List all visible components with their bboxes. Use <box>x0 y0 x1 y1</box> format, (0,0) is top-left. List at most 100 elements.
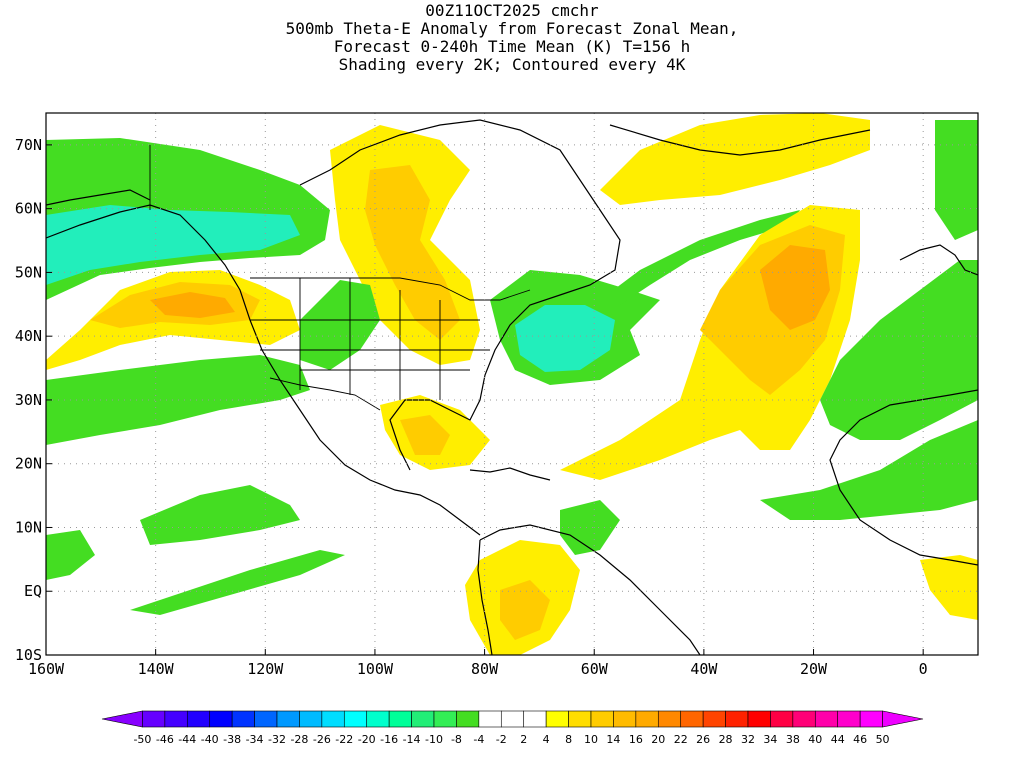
colorbar-label-10: -20 <box>358 733 376 746</box>
colorbar-swatch-28 <box>747 710 771 728</box>
coast-greenland <box>609 124 871 156</box>
colorbar-label-29: 38 <box>786 733 800 746</box>
colorbar-label-33: 50 <box>876 733 890 746</box>
colorbar-label-6: -32 <box>268 733 286 746</box>
colorbar-label-25: 26 <box>696 733 710 746</box>
title-line-2: 500mb Theta-E Anomaly from Forecast Zona… <box>285 19 739 38</box>
colorbar-swatch-21 <box>590 710 614 728</box>
coast-europe <box>899 244 978 276</box>
colorbar-swatch-18 <box>523 710 547 728</box>
colorbar-label-3: -40 <box>201 733 219 746</box>
colorbar-swatch-34 <box>882 710 924 728</box>
shade-west-coast-orange <box>150 292 235 318</box>
colorbar-label-26: 28 <box>719 733 733 746</box>
colorbar-swatch-19 <box>545 710 569 728</box>
colorbar-swatch-13 <box>411 710 435 728</box>
colorbar-swatch-29 <box>770 710 794 728</box>
colorbar-swatch-22 <box>613 710 637 728</box>
colorbar-swatch-1 <box>142 710 166 728</box>
colorbar-label-23: 20 <box>651 733 665 746</box>
colorbar-label-15: -4 <box>473 733 484 746</box>
lon-label-4: 80W <box>471 660 499 678</box>
shade-europe-green <box>935 120 978 240</box>
colorbar-label-8: -26 <box>313 733 331 746</box>
lon-label-8: 0 <box>919 660 928 678</box>
lat-label-3: 40N <box>15 327 42 345</box>
lat-label-1: 60N <box>15 200 42 218</box>
colorbar-swatch-2 <box>164 710 188 728</box>
lon-label-0: 160W <box>28 660 65 678</box>
shade-africa-north-green <box>820 260 978 440</box>
title-line-3: Forecast 0-240h Time Mean (K) T=156 h <box>333 37 691 56</box>
lat-label-8: 10S <box>15 646 42 664</box>
shade-atlantic-jet-green <box>600 210 800 305</box>
colorbar-swatch-23 <box>635 710 659 728</box>
colorbar-label-1: -46 <box>156 733 174 746</box>
anomaly-shading <box>46 113 978 655</box>
lon-label-6: 40W <box>690 660 718 678</box>
colorbar-label-30: 40 <box>808 733 822 746</box>
colorbar-swatch-24 <box>657 710 682 728</box>
lat-label-2: 50N <box>15 263 42 281</box>
longitude-labels: 160W 140W 120W 100W 80W 60W 40W 20W 0 <box>28 649 928 678</box>
colorbar <box>101 710 924 728</box>
lat-label-7: EQ <box>24 582 42 600</box>
shade-africa-sahel-green <box>760 420 978 520</box>
colorbar-label-5: -34 <box>246 733 264 746</box>
colorbar-swatch-26 <box>702 710 726 728</box>
lat-label-0: 70N <box>15 136 42 154</box>
lon-label-2: 120W <box>247 660 284 678</box>
colorbar-label-17: 2 <box>520 733 527 746</box>
coast-north-america-east <box>299 119 621 471</box>
title-line-1: 00Z11OCT2025 cmchr <box>425 1 599 20</box>
map-title-block: 00Z11OCT2025 cmchr 500mb Theta-E Anomaly… <box>0 0 1024 74</box>
lat-label-4: 30N <box>15 391 42 409</box>
colorbar-label-27: 32 <box>741 733 755 746</box>
colorbar-swatch-30 <box>792 710 816 728</box>
colorbar-label-18: 4 <box>543 733 550 746</box>
shade-midatlantic-orange <box>760 245 830 330</box>
border-states-grid <box>250 278 490 400</box>
colorbar-label-32: 46 <box>853 733 867 746</box>
colorbar-label-16: -2 <box>496 733 507 746</box>
coast-africa <box>829 389 978 566</box>
political-borders <box>149 145 531 411</box>
colorbar-swatch-20 <box>568 710 592 728</box>
colorbar-swatch-16 <box>478 710 502 728</box>
colorbar-label-13: -10 <box>425 733 443 746</box>
colorbar-label-31: 44 <box>831 733 845 746</box>
colorbar-swatch-27 <box>725 710 749 728</box>
lat-label-5: 20N <box>15 455 42 473</box>
colorbar-label-28: 34 <box>763 733 777 746</box>
colorbar-label-12: -14 <box>403 733 421 746</box>
coast-caribbean <box>469 467 551 481</box>
coast-south-america-west <box>477 539 493 655</box>
lon-label-5: 60W <box>581 660 609 678</box>
colorbar-swatch-12 <box>388 710 412 728</box>
colorbar-swatch-25 <box>680 710 704 728</box>
colorbar-label-24: 22 <box>674 733 688 746</box>
coast-south-america <box>479 524 701 655</box>
lon-label-3: 100W <box>357 660 394 678</box>
colorbar-swatch-31 <box>814 710 839 728</box>
colorbar-swatch-9 <box>321 710 345 728</box>
shade-south-america-gold <box>500 580 550 640</box>
colorbar-swatch-5 <box>231 710 255 728</box>
colorbar-label-2: -44 <box>178 733 196 746</box>
colorbar-label-11: -16 <box>380 733 398 746</box>
shade-plains-green <box>300 280 380 370</box>
colorbar-swatch-32 <box>837 710 861 728</box>
shade-pacific-eq-green <box>46 530 95 580</box>
colorbar-label-20: 10 <box>584 733 598 746</box>
border-us-mexico <box>269 377 381 411</box>
latitude-labels: 70N 60N 50N 40N 30N 20N 10N EQ 10S <box>15 136 52 664</box>
colorbar-swatch-14 <box>433 710 457 728</box>
shade-tropical-atlantic-green <box>560 500 620 555</box>
colorbar-label-14: -8 <box>451 733 462 746</box>
shade-greenland-yellow <box>600 113 870 205</box>
colorbar-label-9: -22 <box>335 733 353 746</box>
colorbar-label-7: -28 <box>290 733 308 746</box>
shade-pacific-tropic-green <box>140 485 300 545</box>
shade-guinea-yellow <box>920 555 978 620</box>
